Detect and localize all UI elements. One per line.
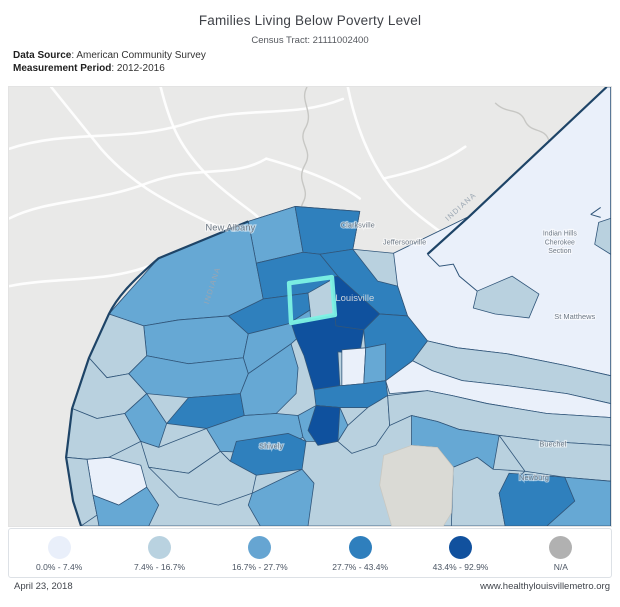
legend-label-1: 7.4% - 16.7% [133, 562, 185, 572]
label-shively: Shively [259, 441, 283, 450]
legend-swatch-4 [448, 536, 472, 559]
label-st-matthews: St Matthews [554, 312, 595, 321]
census-tract[interactable] [124, 393, 168, 448]
tract-boundary-line [427, 253, 478, 292]
label-indian-hills-1: Indian Hills [543, 230, 578, 237]
label-indian-hills-2: Cherokee [545, 239, 575, 246]
census-tract[interactable] [546, 476, 611, 526]
census-tract[interactable] [294, 206, 361, 255]
airport-na-tract[interactable] [379, 444, 454, 526]
census-tracts[interactable] [65, 87, 611, 526]
label-clarksville: Clarksville [341, 220, 375, 229]
census-tract[interactable] [247, 468, 315, 526]
legend-item-4: 43.4% - 92.9% [410, 534, 510, 572]
census-tract[interactable] [92, 486, 160, 526]
data-source-line: Data Source: American Community Survey [13, 50, 206, 61]
legend-swatch-3 [348, 536, 372, 559]
legend-item-1: 7.4% - 16.7% [109, 534, 209, 572]
legend-label-3: 27.7% - 43.4% [332, 562, 389, 572]
census-tract[interactable] [363, 343, 387, 385]
label-louisville: Louisville [335, 293, 374, 304]
legend-label-2: 16.7% - 27.7% [231, 562, 288, 572]
census-tract[interactable] [290, 314, 365, 391]
footer-date: April 23, 2018 [14, 581, 73, 592]
census-tract[interactable] [594, 218, 611, 255]
legend-swatch-2 [248, 536, 272, 559]
legend-item-2: 16.7% - 27.7% [210, 534, 310, 572]
label-new-albany: New Albany [205, 222, 255, 233]
selected-tract-outline[interactable] [286, 274, 338, 326]
label-newburg: Newburg [519, 473, 549, 482]
poverty-map-svg[interactable]: New Albany Clarksville Jeffersonville Lo… [9, 87, 611, 526]
measurement-period-value: : 2012-2016 [111, 63, 165, 74]
legend-label-5: N/A [553, 562, 568, 572]
legend-swatch-1 [147, 536, 171, 559]
footer-website: www.healthylouisvillemetro.org [480, 581, 610, 592]
measurement-period-line: Measurement Period: 2012-2016 [13, 63, 165, 74]
choropleth-map[interactable]: New Albany Clarksville Jeffersonville Lo… [8, 86, 612, 527]
label-buechel: Buechel [539, 439, 566, 448]
indian-hills-arrow [590, 207, 601, 218]
legend-bar: 0.0% - 7.4% 7.4% - 16.7% 16.7% - 27.7% 2… [8, 528, 612, 578]
map-labels: New Albany Clarksville Jeffersonville Lo… [202, 190, 597, 483]
measurement-period-label: Measurement Period [13, 63, 112, 74]
legend-swatch-5 [549, 536, 573, 559]
census-tract-subtitle: Census Tract: 21111002400 [251, 35, 369, 46]
legend-item-0: 0.0% - 7.4% [9, 534, 109, 572]
ohio-river-west-border [65, 220, 249, 526]
data-source-value: : American Community Survey [71, 50, 206, 61]
legend-item-3: 27.7% - 43.4% [310, 534, 410, 572]
label-indian-hills-3: Section [548, 248, 571, 255]
legend-label-0: 0.0% - 7.4% [36, 562, 83, 572]
census-tract[interactable] [307, 405, 341, 446]
census-tract[interactable] [143, 315, 249, 365]
river-borders [65, 87, 608, 526]
ohio-river-northeast-border [426, 87, 608, 256]
page-title: Families Living Below Poverty Level [198, 13, 422, 28]
label-jeffersonville: Jeffersonville [383, 237, 426, 246]
legend-label-4: 43.4% - 92.9% [432, 562, 489, 572]
census-tract[interactable] [472, 275, 540, 319]
data-source-label: Data Source [13, 50, 72, 61]
legend-swatch-0 [47, 536, 71, 559]
legend-item-5: N/A [511, 534, 611, 572]
basemap-roads [9, 87, 467, 288]
census-tract[interactable] [341, 347, 367, 387]
